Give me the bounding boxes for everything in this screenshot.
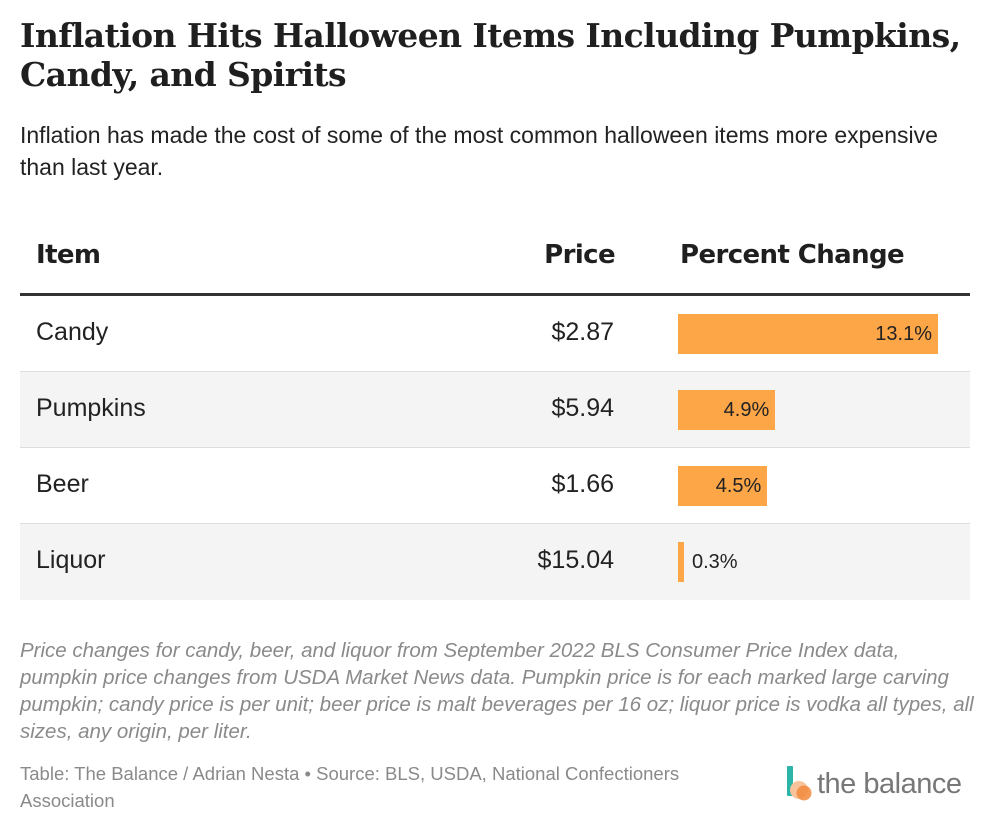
percent-change-bar bbox=[678, 390, 776, 430]
percent-change-label: 0.3% bbox=[691, 551, 738, 573]
item-price: $5.94 bbox=[551, 394, 614, 422]
logo-text: the balance bbox=[817, 768, 962, 800]
table-row: Pumpkins $5.94 4.9% bbox=[20, 372, 970, 448]
data-table: Item Price Percent Change Candy $2.87 13… bbox=[20, 220, 970, 600]
item-name: Liquor bbox=[36, 546, 106, 574]
column-header-percent-change: Percent Change bbox=[680, 240, 905, 270]
chart-source: Table: The Balance / Adrian Nesta • Sour… bbox=[20, 763, 680, 811]
column-header-price: Price bbox=[544, 240, 615, 270]
bar-zone: 0.3% bbox=[678, 542, 938, 582]
the-balance-logo: the balance bbox=[786, 766, 972, 802]
bar-zone: 4.5% bbox=[678, 466, 938, 506]
column-header-item: Item bbox=[36, 240, 101, 270]
item-price: $2.87 bbox=[551, 318, 614, 346]
item-price: $1.66 bbox=[551, 470, 614, 498]
percent-change-bar bbox=[678, 542, 684, 582]
table-row: Liquor $15.04 0.3% bbox=[20, 524, 970, 600]
table-row: Beer $1.66 4.5% bbox=[20, 448, 970, 524]
bar-zone: 4.9% bbox=[678, 390, 938, 430]
item-name: Pumpkins bbox=[36, 394, 146, 422]
item-name: Beer bbox=[36, 470, 89, 498]
percent-change-label: 4.5% bbox=[715, 475, 762, 497]
item-name: Candy bbox=[36, 318, 109, 346]
chart-title: Inflation Hits Halloween Items Including… bbox=[20, 16, 961, 94]
percent-change-bar bbox=[678, 314, 938, 354]
table-row: Candy $2.87 13.1% bbox=[20, 296, 970, 372]
percent-change-label: 13.1% bbox=[875, 323, 932, 345]
item-price: $15.04 bbox=[537, 546, 614, 574]
chart-notes: Price changes for candy, beer, and liquo… bbox=[20, 639, 974, 743]
percent-change-label: 4.9% bbox=[723, 399, 770, 421]
the-balance-logo-mark-icon bbox=[787, 766, 812, 801]
chart-subtitle: Inflation has made the cost of some of t… bbox=[20, 122, 938, 180]
bar-zone: 13.1% bbox=[678, 314, 938, 354]
table-header: Item Price Percent Change bbox=[20, 220, 970, 296]
percent-change-bar bbox=[678, 466, 768, 506]
